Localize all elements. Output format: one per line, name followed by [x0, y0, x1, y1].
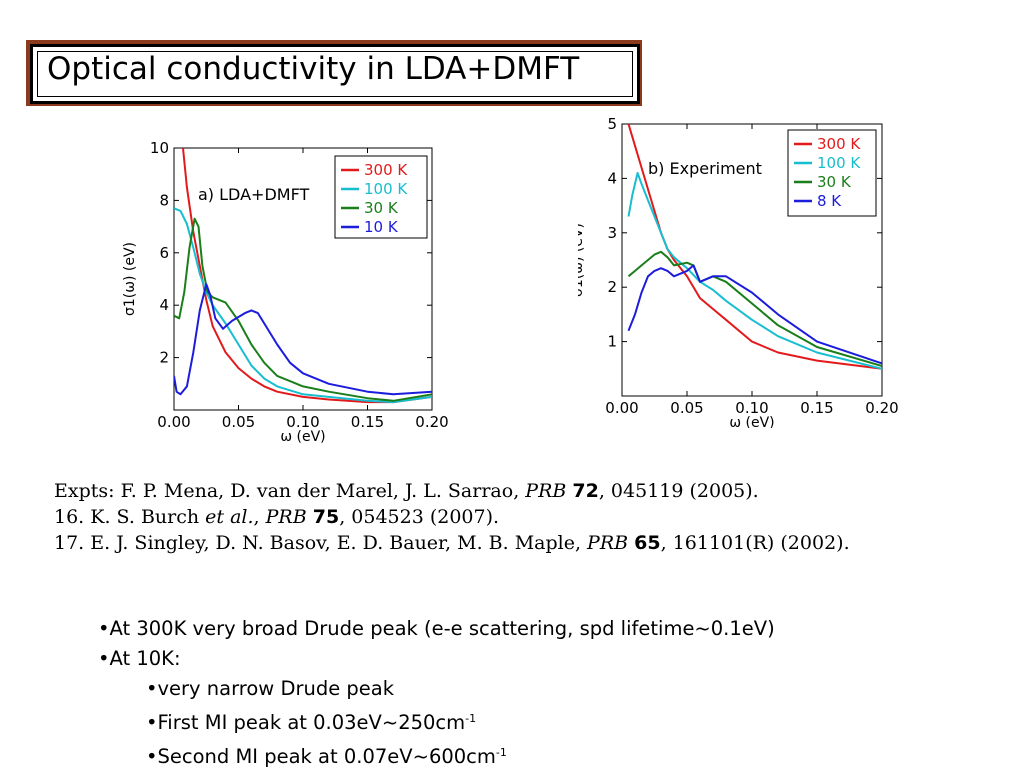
ref1-volume: 72	[572, 480, 599, 502]
ref3-pages: , 161101(R) (2002).	[660, 532, 850, 554]
chart1-series-30k	[174, 217, 432, 402]
chart2-series-8k	[627, 264, 882, 365]
chart1-xtick-label: 0.00	[157, 413, 190, 431]
chart1-y-axis-label: σ1(ω) (eV)	[122, 242, 138, 316]
chart1-xtick-label: 0.20	[415, 413, 448, 431]
bullet-first-mi-text: •First MI peak at 0.03eV~250cm	[146, 711, 466, 734]
chart1-legend-label-30k: 30 K	[364, 199, 399, 217]
chart2-xtick-label: 0.05	[670, 399, 703, 417]
slide-title: Optical conductivity in LDA+DMFT	[47, 51, 580, 87]
ref2-pages: , 054523 (2007).	[339, 506, 500, 528]
chart1-annotation: a) LDA+DMFT	[198, 185, 309, 204]
chart2-ytick-label: 3	[607, 224, 617, 242]
chart-experiment: 0.00 0.05 0.10 0.15 0.20 1 2 3 4 5 ω (eV) σ1(ω) (eV…	[578, 115, 899, 428]
chart-lda-dmft: 0.00 0.05 0.10 0.15 0.20 2 4 6 8 10 ω (eV) σ1(ω) (e…	[122, 139, 449, 445]
ref2-journal: PRB	[265, 506, 307, 528]
chart2-legend-label-30k: 30 K	[817, 173, 852, 191]
bullet-first-mi-peak: •First MI peak at 0.03eV~250cm-1	[98, 704, 775, 738]
chart1-ytick-label: 4	[159, 296, 169, 314]
chart2-legend-label-8k: 8 K	[817, 192, 842, 210]
chart1-xtick-label: 0.15	[351, 413, 384, 431]
chart2-ytick-label: 4	[607, 169, 617, 187]
reference-line-2: 16. K. S. Burch et al., PRB 75, 054523 (…	[54, 504, 1014, 530]
chart1-ytick-label: 8	[159, 191, 169, 209]
chart2-series-100k	[627, 172, 882, 370]
title-inner-border	[37, 51, 633, 97]
chart1-ytick-label: 2	[159, 349, 169, 367]
chart2-annotation: b) Experiment	[648, 159, 762, 178]
bullet-second-mi-peak: •Second MI peak at 0.07eV~600cm-1	[98, 738, 775, 772]
ref2-sep: ,	[253, 506, 266, 528]
ref2-volume: 75	[312, 506, 340, 528]
chart1-series-10k	[174, 283, 432, 396]
chart1-ytick-label: 10	[150, 139, 169, 157]
chart1-xtick-label: 0.10	[286, 413, 319, 431]
title-box: Optical conductivity in LDA+DMFT	[30, 44, 640, 104]
ref3-authors: 17. E. J. Singley, D. N. Basov, E. D. Ba…	[54, 532, 588, 554]
ref2-authors: 16. K. S. Burch	[54, 506, 206, 528]
bullet-second-mi-text: •Second MI peak at 0.07eV~600cm	[146, 745, 496, 768]
ref1-pages: , 045119 (2005).	[598, 480, 759, 502]
bullet-10k: •At 10K:	[98, 647, 181, 670]
chart2-ytick-label: 5	[607, 115, 617, 133]
reference-line-3: 17. E. J. Singley, D. N. Basov, E. D. Ba…	[54, 530, 1014, 556]
bullet-300k: •At 300K very broad Drude peak (e-e scat…	[98, 617, 775, 640]
chart2-x-axis-label: ω (eV)	[729, 415, 774, 428]
chart2-y-axis-label: σ1(ω) (eV)	[578, 223, 586, 297]
chart2-series-300k	[627, 124, 882, 370]
chart1-ytick-label: 6	[159, 244, 169, 262]
chart1-xtick-label: 0.05	[222, 413, 255, 431]
chart1-legend-label-100k: 100 K	[364, 180, 408, 198]
chart2-xtick-label: 0.10	[735, 399, 768, 417]
chart2-series-30k	[627, 250, 882, 368]
chart2-xtick-label: 0.20	[865, 399, 898, 417]
bullet-list: •At 300K very broad Drude peak (e-e scat…	[98, 614, 775, 772]
bullet-first-mi-sup: -1	[465, 712, 477, 725]
ref3-volume: 65	[634, 532, 661, 554]
chart1-legend-label-10k: 10 K	[364, 218, 399, 236]
chart2-xtick-label: 0.00	[605, 399, 638, 417]
chart2-ytick-label: 2	[607, 278, 617, 296]
chart1-series-300k	[182, 148, 432, 404]
bullet-second-mi-sup: -1	[495, 746, 507, 759]
chart1-x-axis-label: ω (eV)	[280, 429, 325, 445]
references: Expts: F. P. Mena, D. van der Marel, J. …	[54, 478, 1014, 556]
chart1-legend-label-300k: 300 K	[364, 161, 408, 179]
ref3-journal: PRB	[587, 532, 629, 554]
chart2-legend-label-100k: 100 K	[817, 154, 861, 172]
chart2-xtick-label: 0.15	[800, 399, 833, 417]
ref1-authors: Expts: F. P. Mena, D. van der Marel, J. …	[54, 480, 526, 502]
reference-line-1: Expts: F. P. Mena, D. van der Marel, J. …	[54, 478, 1014, 504]
chart2-legend-label-300k: 300 K	[817, 135, 861, 153]
ref2-etal: et al.	[205, 506, 254, 528]
bullet-drude-peak: •very narrow Drude peak	[146, 677, 395, 700]
ref1-journal: PRB	[525, 480, 567, 502]
chart2-ytick-label: 1	[607, 333, 617, 351]
